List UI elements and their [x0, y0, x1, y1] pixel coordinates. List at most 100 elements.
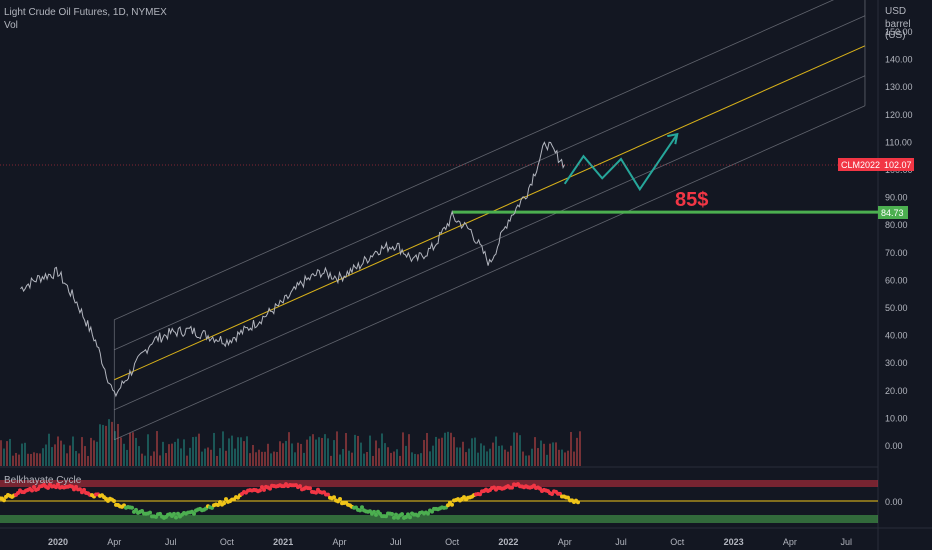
- cycle-dot: [374, 512, 378, 517]
- indicator-zero-label: 0.00: [885, 497, 903, 507]
- volume-bar: [414, 453, 416, 466]
- volume-bar: [42, 448, 44, 466]
- cycle-dot: [176, 511, 180, 516]
- price-tick-label: 40.00: [885, 331, 908, 341]
- volume-bar: [120, 437, 122, 466]
- time-axis[interactable]: 2020 Apr Jul Oct 2021 Apr Jul Oct 2022 Apr Jul Oct 2…: [48, 537, 852, 547]
- volume-bar: [168, 444, 170, 466]
- cycle-dot: [258, 488, 262, 493]
- volume-bar: [345, 433, 347, 466]
- volume-bar: [201, 451, 203, 466]
- price-tick-label: 90.00: [885, 193, 908, 203]
- volume-bar: [252, 444, 254, 466]
- price-tick-label: 150.00: [885, 27, 913, 37]
- volume-bar: [177, 438, 179, 466]
- volume-bar: [456, 447, 458, 466]
- volume-bar: [234, 448, 236, 466]
- volume-bar: [108, 419, 110, 466]
- volume-bar: [102, 424, 104, 466]
- price-line: [20, 141, 566, 398]
- volume-bar: [147, 434, 149, 466]
- volume-bar: [231, 435, 233, 466]
- price-tick-label: 30.00: [885, 358, 908, 368]
- volume-bar: [291, 443, 293, 466]
- volume-bar: [573, 451, 575, 466]
- time-tick-label: Jul: [615, 537, 627, 547]
- time-tick-label: Jul: [390, 537, 402, 547]
- cycle-dot: [426, 511, 430, 516]
- cycle-dot: [172, 511, 176, 516]
- volume-bar: [318, 437, 320, 466]
- volume-bar: [561, 449, 563, 466]
- volume-bar: [564, 452, 566, 466]
- volume-bar: [405, 445, 407, 466]
- volume-bar: [399, 455, 401, 466]
- volume-bar: [423, 439, 425, 466]
- volume-bar: [24, 442, 26, 466]
- volume-bar: [267, 443, 269, 466]
- volume-bar: [411, 452, 413, 466]
- volume-bar: [138, 446, 140, 466]
- cycle-dot: [394, 512, 398, 517]
- volume-bar: [534, 437, 536, 466]
- lower-band: [0, 515, 878, 523]
- volume-bar: [501, 445, 503, 466]
- volume-bar: [504, 449, 506, 466]
- volume-bar: [126, 449, 128, 466]
- cycle-dot: [430, 509, 434, 514]
- volume-bar: [111, 421, 113, 466]
- volume-bar: [78, 453, 80, 466]
- volume-bar: [135, 437, 137, 466]
- volume-bar: [183, 439, 185, 466]
- volume-bar: [471, 438, 473, 466]
- last-price-label: 102.07: [884, 160, 912, 170]
- cycle-dots: [0, 482, 580, 520]
- time-tick-label: Apr: [107, 537, 121, 547]
- time-tick-label: 2021: [273, 537, 293, 547]
- volume-bar: [69, 445, 71, 466]
- cycle-dot: [2, 498, 6, 503]
- volume-bar: [300, 443, 302, 466]
- volume-bar: [246, 436, 248, 466]
- volume-bar: [327, 438, 329, 466]
- volume-bar: [354, 434, 356, 466]
- cycle-dot: [326, 492, 330, 497]
- volume-bar: [189, 447, 191, 466]
- time-tick-label: Oct: [670, 537, 685, 547]
- volume-bar: [159, 455, 161, 466]
- volume-bar: [66, 453, 68, 466]
- volume-bar: [546, 454, 548, 466]
- volume-bar: [468, 448, 470, 466]
- volume-bar: [129, 432, 131, 466]
- volume-bar: [369, 435, 371, 466]
- volume-bar: [555, 442, 557, 466]
- cycle-dot: [192, 511, 196, 516]
- volume-bar: [390, 452, 392, 466]
- volume-bar: [393, 451, 395, 466]
- volume-bar: [495, 436, 497, 466]
- volume-bar: [480, 443, 482, 466]
- volume-bar: [309, 436, 311, 466]
- volume-bar: [276, 451, 278, 466]
- belkhayate-cycle-pane: 0.00: [0, 480, 903, 523]
- time-tick-label: Jul: [165, 537, 177, 547]
- volume-bar: [552, 442, 554, 466]
- volume-bar: [498, 445, 500, 466]
- volume-bar: [324, 434, 326, 466]
- volume-bar: [279, 441, 281, 466]
- volume-legend: Vol: [4, 20, 18, 31]
- regression-channel: [113, 0, 866, 441]
- currency-label: USD: [885, 6, 907, 17]
- volume-bar: [540, 440, 542, 466]
- volume-bar: [84, 446, 86, 466]
- volume-bar: [489, 448, 491, 466]
- price-axis[interactable]: 150.00140.00130.00120.00110.00100.0090.0…: [885, 27, 913, 451]
- target-annotation: 85$: [675, 189, 708, 211]
- volume-bar: [477, 452, 479, 466]
- time-tick-label: 2020: [48, 537, 68, 547]
- volume-bar: [273, 451, 275, 466]
- volume-bar: [105, 425, 107, 466]
- price-series: [20, 141, 566, 398]
- cycle-dot: [148, 510, 152, 515]
